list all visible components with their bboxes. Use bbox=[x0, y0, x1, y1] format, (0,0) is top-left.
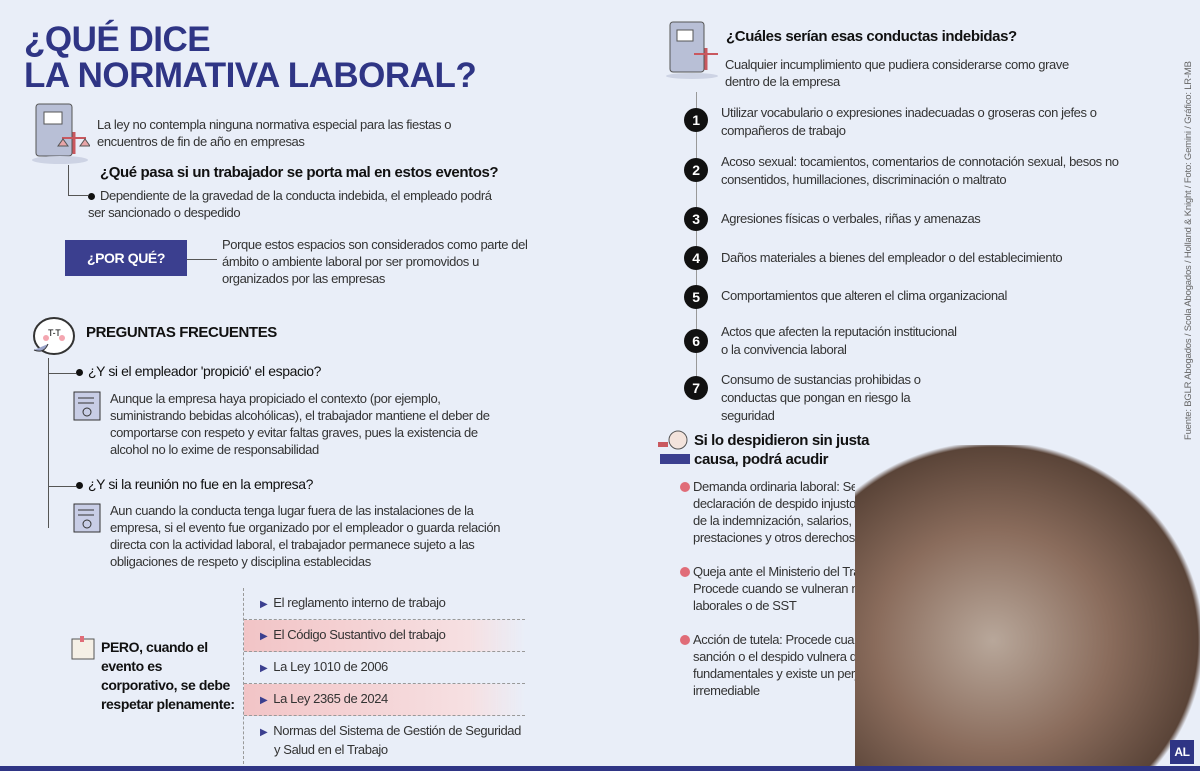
brand-logo: AL bbox=[1170, 740, 1194, 764]
law-book-icon bbox=[666, 21, 718, 79]
triangle-icon: ▶ bbox=[260, 695, 268, 706]
triangle-icon: ▶ bbox=[260, 663, 268, 674]
number-badge: 6 bbox=[684, 329, 708, 353]
conductas-heading: ¿Cuáles serían esas conductas indebidas? bbox=[726, 28, 1017, 45]
number-badge: 4 bbox=[684, 246, 708, 270]
conductas-subheading: Cualquier incumplimiento que pudiera con… bbox=[725, 57, 1069, 89]
faq-question: ¿Y si el empleador 'propició' el espacio… bbox=[76, 363, 321, 379]
bullet-icon bbox=[680, 635, 690, 645]
law-item: ▶ La Ley 1010 de 2006 bbox=[244, 652, 525, 684]
conducta-item: Consumo de sustancias prohibidas o condu… bbox=[721, 372, 921, 423]
note-icon bbox=[71, 636, 95, 660]
faq-heading: PREGUNTAS FRECUENTES bbox=[86, 324, 277, 341]
number-badge: 1 bbox=[684, 108, 708, 132]
number-badge: 5 bbox=[684, 285, 708, 309]
confused-face-icon: T-T bbox=[33, 317, 75, 355]
page-title: ¿QUÉ DICE LA NORMATIVA LABORAL? bbox=[24, 20, 477, 95]
source-credit: Fuente: BGLR Abogados / Scola Abogados /… bbox=[1183, 61, 1194, 440]
bullet-icon bbox=[88, 193, 95, 201]
judge-icon bbox=[658, 430, 690, 464]
faq-answer: Aun cuando la conducta tenga lugar fuera… bbox=[110, 503, 501, 569]
law-book-icon bbox=[32, 103, 90, 164]
bottom-bar bbox=[0, 766, 1200, 771]
faq-answer: Aunque la empresa haya propiciado el con… bbox=[110, 391, 490, 457]
bullet-icon bbox=[680, 482, 690, 492]
conducta-item: Actos que afecten la reputación instituc… bbox=[721, 324, 957, 357]
conducta-item: Acoso sexual: tocamientos, comentarios d… bbox=[721, 154, 1119, 187]
celebration-photo bbox=[855, 445, 1200, 771]
por-que-label: ¿POR QUÉ? bbox=[65, 240, 187, 276]
intro-text: La ley no contempla ninguna normativa es… bbox=[97, 117, 452, 149]
bullet-icon bbox=[680, 567, 690, 577]
triangle-icon: ▶ bbox=[260, 727, 268, 738]
despido-item: Acción de tutela: Procede cuando la sanc… bbox=[680, 631, 910, 699]
law-item: ▶ El reglamento interno de trabajo bbox=[244, 588, 525, 620]
law-item: ▶ El Código Sustantivo del trabajo bbox=[244, 620, 525, 652]
por-que-text: Porque estos espacios son considerados c… bbox=[222, 237, 528, 286]
q1-question: ¿Qué pasa si un trabajador se porta mal … bbox=[100, 164, 499, 181]
number-badge: 3 bbox=[684, 207, 708, 231]
svg-text:T-T: T-T bbox=[48, 328, 61, 338]
law-item: ▶ Normas del Sistema de Gestión de Seguri… bbox=[260, 723, 521, 757]
despido-heading: Si lo despidieron sin justa causa, podrá… bbox=[694, 432, 870, 468]
conducta-item: Agresiones físicas o verbales, riñas y a… bbox=[721, 211, 981, 226]
conducta-item: Comportamientos que alteren el clima org… bbox=[721, 288, 1007, 303]
laws-list: ▶ El reglamento interno de trabajo ▶ El Có… bbox=[243, 588, 525, 764]
document-icon bbox=[73, 391, 101, 421]
number-badge: 2 bbox=[684, 158, 708, 182]
triangle-icon: ▶ bbox=[260, 599, 268, 610]
pero-text: PERO, cuando el evento es corporativo, s… bbox=[101, 639, 235, 712]
q1-answer: Dependiente de la gravedad de la conduct… bbox=[88, 188, 492, 220]
document-icon bbox=[73, 503, 101, 533]
number-badge: 7 bbox=[684, 376, 708, 400]
conducta-item: Utilizar vocabulario o expresiones inade… bbox=[721, 105, 1097, 138]
triangle-icon: ▶ bbox=[260, 631, 268, 642]
faq-question: ¿Y si la reunión no fue en la empresa? bbox=[76, 476, 313, 492]
law-item: ▶ La Ley 2365 de 2024 bbox=[244, 684, 525, 716]
despido-item: Queja ante el Ministerio del Trabajo: Pr… bbox=[680, 563, 910, 614]
conducta-item: Daños materiales a bienes del empleador … bbox=[721, 250, 1063, 265]
